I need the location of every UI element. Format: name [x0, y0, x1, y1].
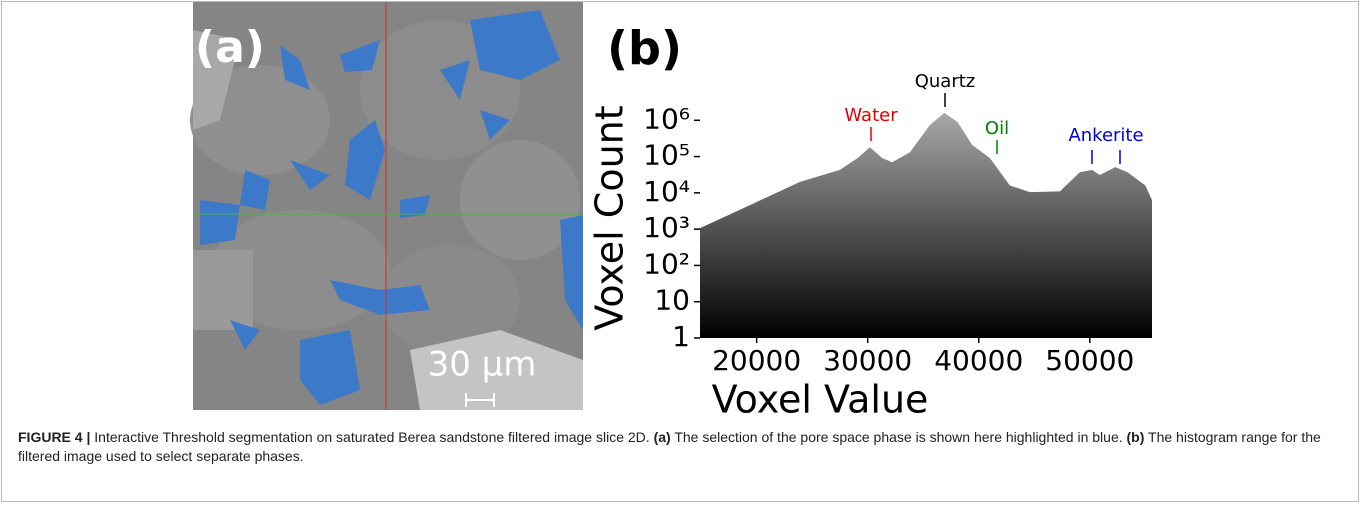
y-tick-label: 10³ [643, 211, 690, 244]
x-tick-label: 40000 [934, 344, 1023, 377]
annotation: Ankerite [1068, 125, 1143, 146]
panel-label: (b) [607, 22, 682, 76]
figure: (a) 30 µm (b) Voxel Value Voxel Count Wa… [0, 0, 1362, 420]
y-tick-label: 10² [643, 247, 690, 280]
x-tick-label: 20000 [712, 344, 801, 377]
y-tick-label: 10⁶ [643, 102, 690, 135]
caption-ref: (b) [1127, 429, 1145, 445]
x-tick-label: 50000 [1045, 344, 1134, 377]
y-tick-label: 10⁴ [643, 175, 690, 208]
panel-label: (a) [195, 22, 265, 73]
caption-text: The selection of the pore space phase is… [674, 429, 1122, 445]
y-tick-label: 10⁵ [643, 139, 690, 172]
y-tick-label: 10 [654, 284, 690, 317]
annotation: Water [844, 105, 898, 126]
annotation: Oil [985, 118, 1009, 139]
caption-ref: (a) [654, 429, 671, 445]
x-tick-label: 30000 [823, 344, 912, 377]
annotation: Quartz [915, 71, 976, 92]
caption-text: Interactive Threshold segmentation on sa… [94, 429, 649, 445]
figure-label: FIGURE 4 | [18, 429, 90, 445]
y-tick-label: 1 [672, 320, 690, 353]
histogram-area [700, 113, 1152, 338]
scale-bar-label: 30 µm [428, 345, 537, 385]
y-axis-label: Voxel Count [588, 105, 632, 330]
caption: FIGURE 4 | Interactive Threshold segment… [18, 428, 1338, 466]
x-axis-label: Voxel Value [712, 378, 929, 421]
